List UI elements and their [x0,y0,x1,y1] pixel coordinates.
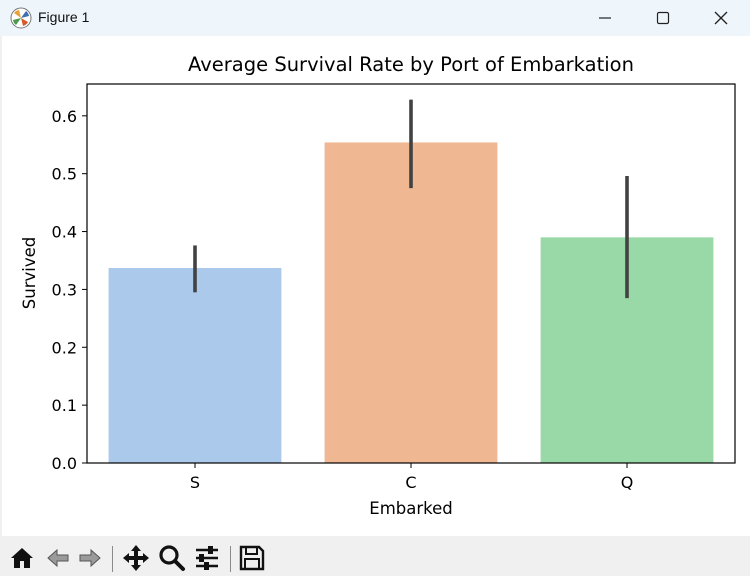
y-axis-label: Survived [20,237,39,309]
window-titlebar: Figure 1 [0,0,750,36]
y-tick-label: 0.0 [52,454,77,473]
bar-S [108,268,282,463]
x-tick-label: S [190,473,200,492]
x-axis-label: Embarked [369,499,452,518]
save-button[interactable] [236,542,268,574]
save-icon [239,545,265,571]
x-tick-label: C [405,473,416,492]
window-title: Figure 1 [38,9,90,25]
home-icon [11,548,33,568]
figure-canvas[interactable]: Average Survival Rate by Port of Embarka… [2,36,750,536]
close-icon [714,11,728,25]
bar-chart: Average Survival Rate by Port of Embarka… [20,53,736,518]
maximize-icon [656,11,670,25]
chart-title: Average Survival Rate by Port of Embarka… [188,53,634,76]
forward-button[interactable] [74,542,106,574]
toolbar-separator [112,546,113,572]
y-tick-label: 0.6 [52,107,77,126]
close-button[interactable] [692,0,750,36]
home-button[interactable] [6,542,38,574]
y-tick-label: 0.5 [52,165,77,184]
forward-icon [79,548,101,568]
configure-subplots-button[interactable] [191,542,223,574]
y-tick-label: 0.4 [52,223,77,242]
configure-subplots-icon [196,546,218,570]
back-icon [47,548,69,568]
y-tick-label: 0.3 [52,280,77,299]
bar-C [324,142,498,463]
back-button[interactable] [42,542,74,574]
y-tick-label: 0.1 [52,396,77,415]
minimize-icon [599,17,611,19]
zoom-button[interactable] [156,542,188,574]
zoom-icon [159,545,185,571]
maximize-button[interactable] [634,0,692,36]
pan-icon [123,545,149,571]
minimize-button[interactable] [576,0,634,36]
y-tick-label: 0.2 [52,338,77,357]
matplotlib-logo-icon [10,7,32,29]
pan-button[interactable] [120,542,152,574]
navigation-toolbar [0,536,750,576]
x-tick-label: Q [621,473,634,492]
toolbar-separator [230,546,231,572]
